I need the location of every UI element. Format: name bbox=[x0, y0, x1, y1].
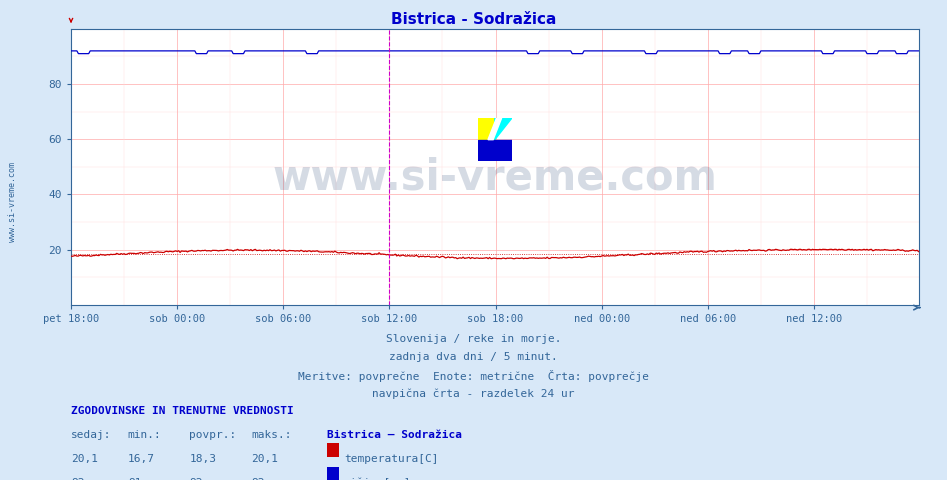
Text: temperatura[C]: temperatura[C] bbox=[344, 454, 438, 464]
Text: navpična črta - razdelek 24 ur: navpična črta - razdelek 24 ur bbox=[372, 388, 575, 399]
Text: Bistrica - Sodražica: Bistrica - Sodražica bbox=[391, 12, 556, 27]
Text: 18,3: 18,3 bbox=[189, 454, 217, 464]
Polygon shape bbox=[494, 118, 511, 140]
Text: 92: 92 bbox=[189, 478, 203, 480]
Polygon shape bbox=[488, 118, 502, 140]
Text: maks.:: maks.: bbox=[251, 430, 292, 440]
Bar bbox=[477, 118, 494, 140]
Text: 20,1: 20,1 bbox=[251, 454, 278, 464]
Text: povpr.:: povpr.: bbox=[189, 430, 237, 440]
Text: ZGODOVINSKE IN TRENUTNE VREDNOSTI: ZGODOVINSKE IN TRENUTNE VREDNOSTI bbox=[71, 406, 294, 416]
Text: www.si-vreme.com: www.si-vreme.com bbox=[8, 162, 17, 241]
Text: 92: 92 bbox=[251, 478, 264, 480]
Text: zadnja dva dni / 5 minut.: zadnja dva dni / 5 minut. bbox=[389, 352, 558, 362]
Text: 92: 92 bbox=[71, 478, 84, 480]
Text: 20,1: 20,1 bbox=[71, 454, 98, 464]
Text: www.si-vreme.com: www.si-vreme.com bbox=[273, 157, 717, 199]
Text: min.:: min.: bbox=[128, 430, 162, 440]
Text: višina[cm]: višina[cm] bbox=[344, 478, 411, 480]
Polygon shape bbox=[477, 140, 511, 161]
Text: 91: 91 bbox=[128, 478, 141, 480]
Text: Bistrica – Sodražica: Bistrica – Sodražica bbox=[327, 430, 462, 440]
Text: sedaj:: sedaj: bbox=[71, 430, 112, 440]
Text: Slovenija / reke in morje.: Slovenija / reke in morje. bbox=[385, 334, 562, 344]
Text: Meritve: povprečne  Enote: metrične  Črta: povprečje: Meritve: povprečne Enote: metrične Črta:… bbox=[298, 370, 649, 382]
Text: 16,7: 16,7 bbox=[128, 454, 155, 464]
